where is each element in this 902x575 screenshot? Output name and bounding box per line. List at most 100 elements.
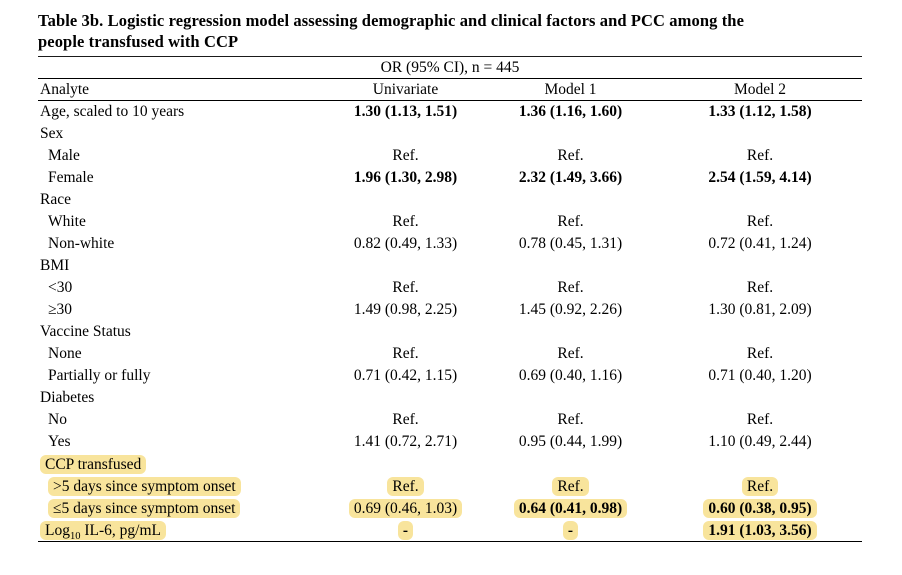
cell-value	[328, 387, 483, 409]
cell-value: Ref.	[328, 475, 483, 497]
cell-text: Ref.	[557, 213, 584, 230]
row-label: Vaccine Status	[38, 321, 328, 343]
table-header: OR (95% CI), n = 445 Analyte Univariate …	[38, 56, 863, 101]
row-label-text: Partially or fully	[48, 367, 151, 384]
highlight-mark: Log10 IL-6, pg/mL	[40, 520, 166, 542]
cell-text: Ref.	[392, 213, 419, 230]
cell-text: 0.72 (0.41, 1.24)	[708, 235, 812, 252]
row-label-text: Yes	[48, 433, 71, 450]
cell-text: 1.10 (0.49, 2.44)	[708, 433, 812, 450]
row-label-text: BMI	[40, 257, 69, 274]
cell-text: 0.82 (0.49, 1.33)	[353, 235, 458, 252]
cell-value	[483, 321, 658, 343]
row-label-text: Male	[48, 147, 80, 164]
cell-value: 1.36 (1.16, 1.60)	[483, 101, 658, 124]
cell-value: 1.10 (0.49, 2.44)	[658, 431, 862, 453]
table-row: Non-white 0.82 (0.49, 1.33) 0.78 (0.45, 1.…	[38, 233, 862, 255]
row-label-text: Age, scaled to 10 years	[40, 103, 185, 120]
cell-value: Ref.	[328, 211, 483, 233]
row-label-text: ≥30	[48, 301, 73, 318]
highlight-mark: CCP transfused	[40, 454, 147, 474]
cell-text: Ref.	[392, 147, 419, 164]
row-label-text: <30	[48, 279, 72, 296]
cell-value	[658, 453, 862, 475]
table-row: White Ref. Ref. Ref.	[38, 211, 862, 233]
table-row: Race	[38, 189, 862, 211]
cell-text: 1.45 (0.92, 2.26)	[518, 301, 623, 318]
cell-text: 0.69 (0.40, 1.16)	[518, 367, 623, 384]
cell-value: 2.32 (1.49, 3.66)	[483, 167, 658, 189]
row-label-text: None	[48, 345, 82, 362]
row-label: Log10 IL-6, pg/mL	[38, 519, 328, 542]
cell-value: Ref.	[483, 211, 658, 233]
row-label: CCP transfused	[38, 453, 328, 475]
column-header-row: Analyte Univariate Model 1 Model 2	[38, 78, 863, 101]
cell-value: Ref.	[658, 343, 862, 365]
column-header-model-2: Model 2	[658, 78, 863, 101]
cell-value: Ref.	[483, 343, 658, 365]
row-label: ≥30	[38, 299, 328, 321]
row-label: Partially or fully	[38, 365, 328, 387]
cell-text: Ref.	[392, 345, 419, 362]
row-label-text: IL-6, pg/mL	[80, 521, 161, 539]
table-row: Male Ref. Ref. Ref.	[38, 145, 862, 167]
cell-value	[328, 321, 483, 343]
row-label-text: Yes	[48, 433, 71, 450]
highlight-mark: ≤5 days since symptom onset	[48, 498, 241, 518]
cell-value	[483, 255, 658, 277]
cell-value: 1.33 (1.12, 1.58)	[658, 101, 862, 124]
cell-value: 2.54 (1.59, 4.14)	[658, 167, 862, 189]
row-label: Female	[38, 167, 328, 189]
cell-text: 0.78 (0.45, 1.31)	[518, 235, 623, 252]
cell-value	[328, 255, 483, 277]
cell-value: -	[328, 519, 483, 542]
row-label: >5 days since symptom onset	[38, 475, 328, 497]
cell-text: Ref.	[746, 279, 774, 296]
row-label-text: Race	[40, 191, 71, 208]
row-label: None	[38, 343, 328, 365]
cell-text: Ref.	[746, 411, 774, 428]
cell-text: 0.95 (0.44, 1.99)	[518, 433, 623, 450]
table-row: Partially or fully 0.71 (0.42, 1.15) 0.69 …	[38, 365, 862, 387]
highlight-mark: Ref.	[552, 476, 589, 496]
row-label-subscript: 10	[69, 530, 81, 542]
row-label-text: Partially or fully	[48, 367, 150, 384]
cell-value: 1.30 (0.81, 2.09)	[658, 299, 862, 321]
row-label-text: Diabetes	[40, 389, 95, 406]
cell-text: 1.49 (0.98, 2.25)	[353, 301, 458, 318]
cell-value: Ref.	[483, 475, 658, 497]
document: Table 3b. Logistic regression model asse…	[38, 10, 863, 542]
table-row: Age, scaled to 10 years 1.30 (1.13, 1.51)…	[38, 101, 862, 124]
table-row: >5 days since symptom onset Ref. Ref. Ref.	[38, 475, 862, 497]
row-label-text: Race	[40, 191, 71, 208]
row-label-text: Male	[48, 147, 80, 164]
cell-value: 1.45 (0.92, 2.26)	[483, 299, 658, 321]
cell-value	[658, 189, 862, 211]
cell-value: 1.96 (1.30, 2.98)	[328, 167, 483, 189]
cell-text: Ref.	[557, 279, 584, 296]
row-label-text: ≤5 days since symptom onset	[53, 499, 236, 517]
cell-text: 1.96 (1.30, 2.98)	[353, 169, 458, 186]
highlight-mark: 0.60 (0.38, 0.95)	[703, 498, 817, 518]
table-title-line-1: Table 3b. Logistic regression model asse…	[38, 11, 744, 30]
row-label-text: Non-white	[48, 235, 115, 252]
cell-text: 0.71 (0.40, 1.20)	[708, 367, 812, 384]
cell-value	[483, 189, 658, 211]
row-label-text: Sex	[40, 125, 64, 142]
cell-value: 0.64 (0.41, 0.98)	[483, 497, 658, 519]
column-header-model-1: Model 1	[483, 78, 658, 101]
row-label-text: Vaccine Status	[40, 323, 131, 340]
cell-value: 1.41 (0.72, 2.71)	[328, 431, 483, 453]
cell-value: Ref.	[483, 409, 658, 431]
row-label: Diabetes	[38, 387, 328, 409]
cell-text: Ref.	[746, 147, 774, 164]
row-label-text: Non-white	[48, 235, 114, 252]
cell-value: 0.78 (0.45, 1.31)	[483, 233, 658, 255]
table-row: ≤5 days since symptom onset 0.69 (0.46, 1…	[38, 497, 862, 519]
row-label: Non-white	[38, 233, 328, 255]
row-label-text: White	[48, 213, 86, 230]
cell-value: 0.71 (0.42, 1.15)	[328, 365, 483, 387]
table-row: None Ref. Ref. Ref.	[38, 343, 862, 365]
table-row: Diabetes	[38, 387, 862, 409]
